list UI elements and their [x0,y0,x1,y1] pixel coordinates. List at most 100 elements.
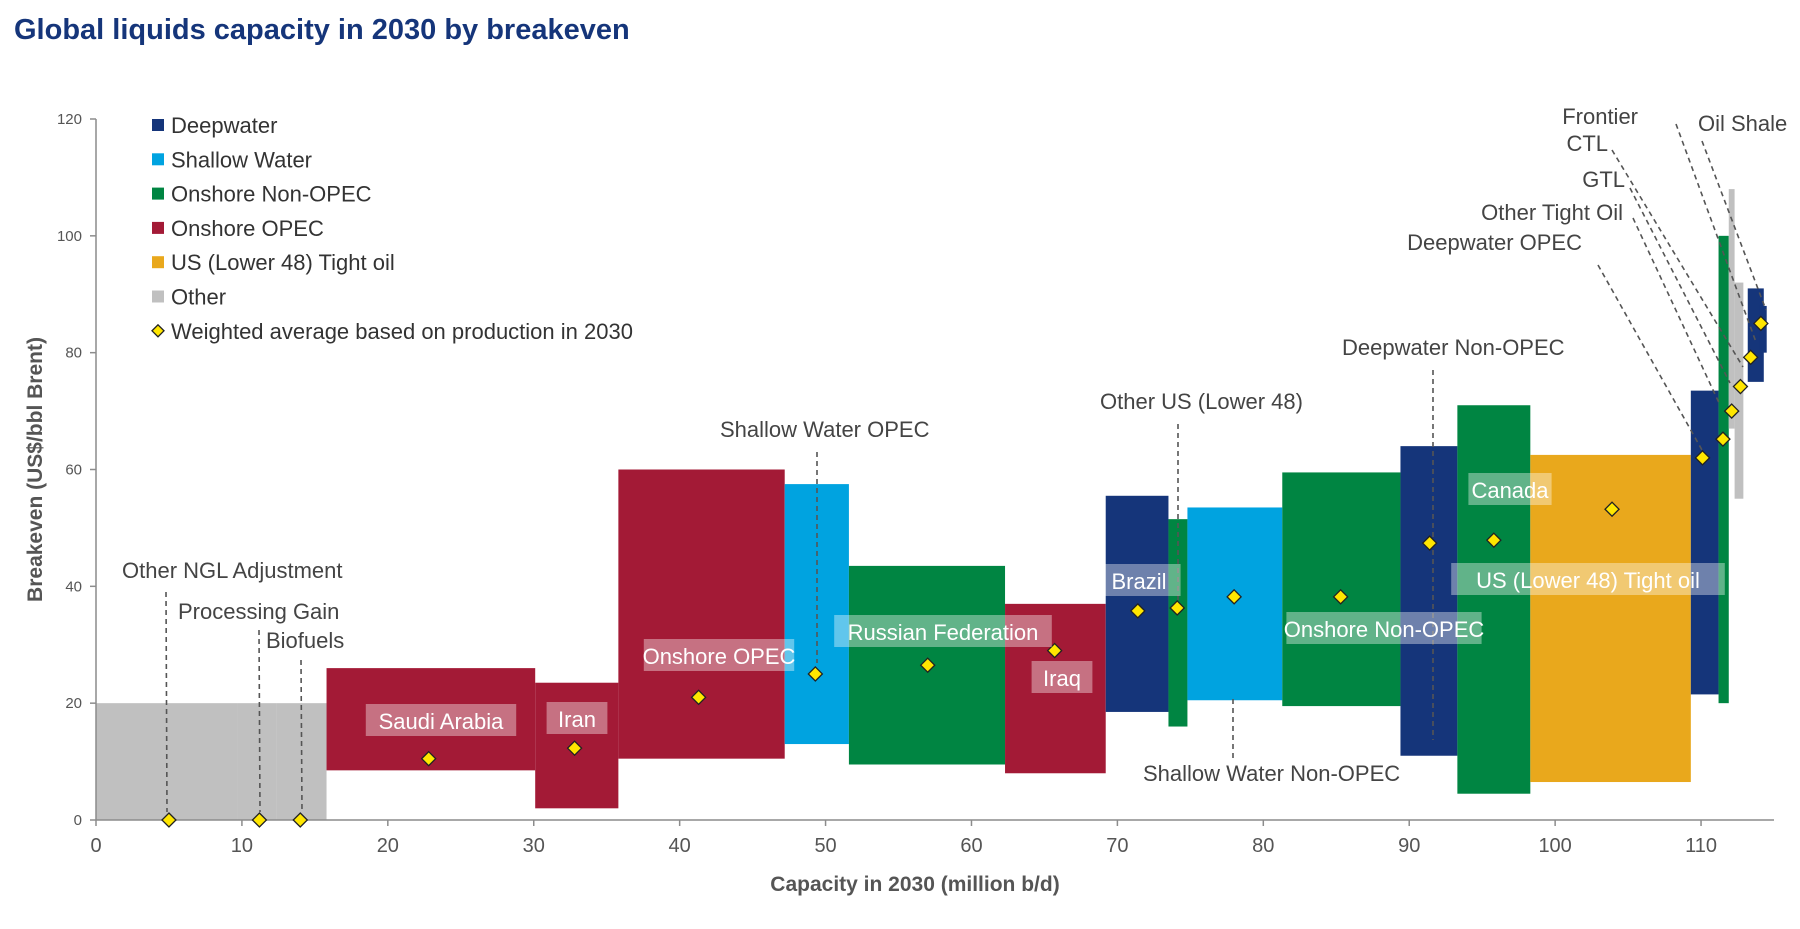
chart-title: Global liquids capacity in 2030 by break… [14,14,630,46]
avg-marker-brazil [1129,602,1146,619]
legend-label-weighted-average-based-on-production-in-2030: Weighted average based on production in … [171,319,633,344]
legend-swatch-other [152,290,164,303]
legend-label-other: Other [171,285,226,310]
callout-label-shallow-water-opec: Shallow Water OPEC [720,417,930,442]
label-box-canada [1468,473,1552,505]
bar-iraq [1005,603,1106,774]
callout-label-other-ngl-adjustment: Other NGL Adjustment [122,558,343,583]
callout-leader-other-ngl-adjustment [165,591,168,813]
avg-marker-onshore-opec [690,689,707,706]
avg-marker-other-ngl-adjustment [161,812,177,828]
avg-marker-deepwater-opec [1694,449,1711,466]
label-box-brazil [1097,564,1181,596]
callout-leader-frontier [1675,123,1757,343]
y-tick-label: 40 [65,578,82,595]
legend-label-shallow-water: Shallow Water [171,147,312,172]
legend-swatch-onshore-non-opec [152,187,164,200]
avg-marker-processing-gain [251,812,268,828]
callout-leader-deepwater-opec [1597,264,1703,451]
avg-marker-shallow-water-opec [807,666,824,682]
callout-label-deepwater-non-opec: Deepwater Non-OPEC [1342,335,1565,360]
weighted-average-markers-layer [161,315,1769,828]
label-box-iran [546,702,608,734]
label-onshore-opec: Onshore OPEC [643,644,796,669]
bar-oil-shale [1759,305,1767,353]
y-axis-title: Breakeven (US$/bbl Brent) [24,337,47,602]
bar-gtl [1728,189,1735,429]
legend-label-onshore-non-opec: Onshore Non-OPEC [171,182,372,207]
label-canada: Canada [1471,478,1549,503]
bar-processing-gain [237,703,277,820]
avg-marker-iran [566,740,583,757]
label-box-us-lower-48-tight-oil [1451,563,1725,595]
bar-deepwater-opec [1690,390,1719,695]
label-box-onshore-opec [643,639,795,671]
avg-marker-other-us-lower-48 [1169,600,1186,616]
y-tick-label: 80 [65,345,82,362]
y-tick-label: 120 [57,111,82,128]
avg-marker-biofuels [292,812,309,828]
label-onshore-non-opec: Onshore Non-OPEC [1284,617,1485,642]
callout-label-ctl: CTL [1566,131,1608,156]
x-tick-label: 70 [1106,835,1128,857]
callout-label-other-us-lower-48: Other US (Lower 48) [1100,389,1303,414]
avg-marker-other-tight-oil [1715,431,1731,448]
legend: Deepwater Shallow Water Onshore Non-OPEC On… [151,113,633,344]
x-tick-label: 100 [1538,835,1571,857]
x-tick-label: 30 [523,835,545,857]
callout-leader-ctl [1611,149,1744,368]
callout-leader-processing-gain [258,629,261,813]
x-tick-label: 10 [231,835,253,857]
callout-label-processing-gain: Processing Gain [178,599,339,624]
legend-marker-weighted-average-based-on-production-in-2030 [151,323,165,338]
label-us-lower-48-tight-oil: US (Lower 48) Tight oil [1476,568,1700,593]
avg-marker-onshore-non-opec [1332,588,1349,605]
avg-marker-oil-shale [1752,315,1769,332]
callout-label-oil-shale: Oil Shale [1698,111,1787,136]
callout-leader-other-tight-oil [1632,217,1721,406]
x-tick-label: 20 [377,835,399,857]
avg-marker-gtl [1723,403,1740,420]
y-tick-label: 0 [74,812,82,829]
label-saudi-arabia: Saudi Arabia [379,709,505,734]
callout-label-gtl: GTL [1582,167,1625,192]
legend-swatch-deepwater [152,119,164,131]
avg-marker-saudi-arabia [420,750,437,767]
label-box-saudi-arabia [365,704,517,736]
callout-label-frontier: Frontier [1562,104,1638,129]
label-iraq: Iraq [1043,666,1081,691]
avg-marker-us-lower-48-tight-oil [1604,501,1620,518]
x-axis-title: Capacity in 2030 (million b/d) [770,873,1059,896]
label-iran: Iran [558,707,596,732]
segment-labels-layer: Other NGL Adjustment Processing Gain Biofu… [122,104,1787,786]
axes-layer: 0 20 40 60 80 100 120 0 10 20 30 40 50 60 70 80 90 100 110… [24,111,1774,896]
bar-deepwater-non-opec [1400,446,1458,756]
bar-onshore-opec [618,469,785,759]
x-tick-label: 40 [669,835,691,857]
callout-label-deepwater-opec: Deepwater OPEC [1407,230,1582,255]
legend-swatch-us-lower-48-tight-oil [152,256,164,269]
callout-leader-oil-shale [1701,140,1767,311]
x-tick-label: 90 [1398,835,1420,857]
x-tick-label: 0 [90,835,101,857]
avg-marker-ctl [1732,378,1749,395]
avg-marker-canada [1485,532,1502,549]
avg-marker-russian-federation [919,657,936,674]
legend-label-onshore-opec: Onshore OPEC [171,216,324,241]
callout-leaders-layer [165,123,1767,813]
callout-label-biofuels: Biofuels [266,628,344,653]
bar-canada [1457,405,1531,794]
legend-label-deepwater: Deepwater [171,113,277,138]
y-tick-label: 20 [65,695,82,712]
y-tick-label: 100 [57,228,82,245]
legend-swatch-onshore-opec [152,221,164,234]
avg-marker-shallow-water-non-opec [1226,588,1243,605]
x-tick-label: 110 [1685,835,1717,857]
bar-other-tight-oil [1718,235,1729,704]
legend-swatch-shallow-water [152,153,164,166]
callout-label-shallow-water-non-opec: Shallow Water Non-OPEC [1143,761,1400,786]
y-tick-label: 60 [65,462,82,479]
label-box-iraq [1031,661,1093,693]
avg-marker-iraq [1046,642,1063,659]
